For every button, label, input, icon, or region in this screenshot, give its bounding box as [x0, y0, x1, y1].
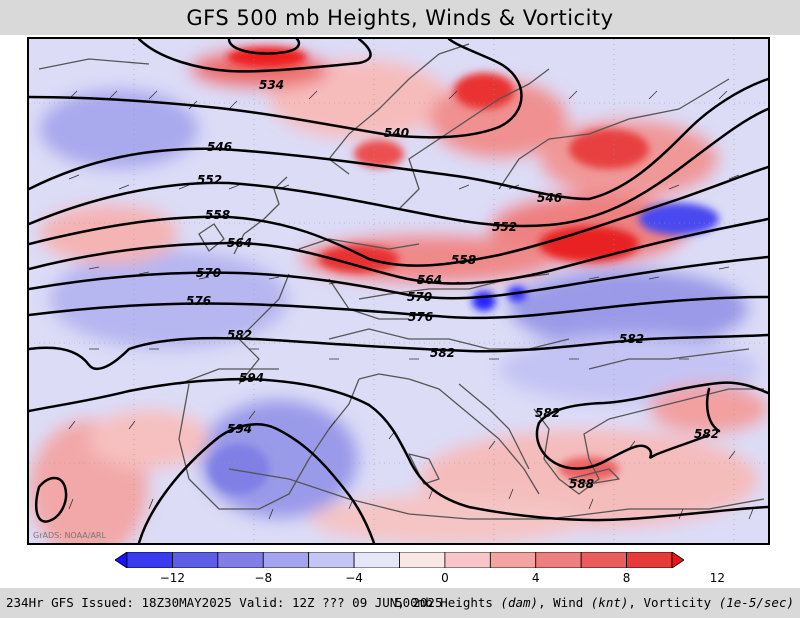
colorbar-segment — [489, 552, 537, 568]
contour-label: 594 — [239, 371, 264, 385]
map-panel: 534 540 546 546 552 552 558 558 564 564 … — [27, 37, 770, 545]
contour-564 — [29, 217, 768, 285]
colorbar-tick-label: 0 — [441, 571, 449, 585]
vorticity-colorbar — [115, 552, 684, 568]
contour-label: 546 — [207, 140, 232, 154]
colorbar-segment — [580, 552, 627, 568]
contour-546 — [29, 77, 768, 201]
legend-vorticity-unit: (1e-5/sec) — [718, 595, 794, 610]
colorbar-segment — [671, 552, 684, 568]
contour-labels: 534 540 546 546 552 552 558 558 564 564 … — [186, 78, 719, 491]
contour-label: 546 — [537, 191, 562, 205]
legend-heights-text: 500mb Heights — [395, 595, 501, 610]
contour-label: 582 — [535, 406, 560, 420]
colorbar-tick-label: 8 — [622, 571, 631, 585]
colorbar-tick-label: −12 — [159, 571, 186, 585]
contour-label: 570 — [196, 266, 221, 280]
contour-label: 582 — [694, 427, 719, 441]
colorbar-segment — [399, 552, 446, 568]
colorbar-tick-label: −8 — [254, 571, 273, 585]
contour-label: 564 — [417, 273, 442, 287]
colorbar-tick-label: 12 — [709, 571, 726, 585]
footer-bar: 234Hr GFS Issued: 18Z30MAY2025 Valid: 12… — [0, 588, 800, 618]
run-info: 234Hr GFS Issued: 18Z30MAY2025 Valid: 12… — [6, 595, 443, 610]
contour-label-594: 594 — [227, 422, 252, 436]
contour-label: 540 — [384, 126, 409, 140]
vorticity-field — [29, 39, 768, 543]
contour-588 — [29, 377, 768, 522]
colorbar-tick-label: −4 — [345, 571, 363, 585]
contour-closed-west — [35, 476, 68, 523]
lat-lon-grid — [29, 39, 768, 543]
colorbar-segment — [308, 552, 355, 568]
colorbar-segment — [217, 552, 264, 568]
contour-552 — [29, 107, 768, 228]
title-bar: GFS 500 mb Heights, Winds & Vorticity — [0, 0, 800, 35]
contour-534-top — [137, 39, 372, 73]
contour-label: 534 — [259, 78, 284, 92]
colorbar-segment — [626, 552, 673, 568]
colorbar-tick-label: 4 — [531, 571, 540, 585]
contour-576 — [29, 295, 768, 320]
legend-heights-unit: (dam) — [500, 595, 539, 610]
contour-594 — [137, 423, 376, 543]
contour-label: 576 — [186, 294, 211, 308]
contour-label: 582 — [227, 328, 252, 342]
contour-570 — [29, 255, 768, 300]
height-contours — [29, 39, 768, 543]
page-title: GFS 500 mb Heights, Winds & Vorticity — [186, 5, 614, 30]
colorbar-segment — [126, 552, 173, 568]
contour-label: 552 — [492, 220, 517, 234]
contour-label: 570 — [407, 290, 432, 304]
contour-label-extra: 594 — [227, 422, 252, 436]
contour-label: 558 — [205, 208, 230, 222]
contour-558 — [29, 165, 768, 267]
contour-label: 582 — [619, 332, 644, 346]
field-legend: 500mb Heights (dam), Wind (knt), Vortici… — [395, 595, 794, 610]
colorbar-segment — [353, 552, 400, 568]
contour-540 — [29, 39, 523, 139]
contour-534-closed — [227, 39, 301, 55]
contour-label: 558 — [451, 253, 476, 267]
colorbar-segment — [444, 552, 491, 568]
contour-582-east — [535, 381, 768, 470]
legend-vorticity-text: , Vorticity — [628, 595, 719, 610]
map-canvas: 534 540 546 546 552 552 558 558 564 564 … — [29, 39, 768, 543]
contour-label: 576 — [408, 310, 433, 324]
colorbar-segment — [262, 552, 310, 568]
colorbar-segment — [535, 552, 582, 568]
coastlines — [38, 43, 765, 520]
contour-label: 564 — [227, 236, 252, 250]
grads-credit: GrADS: NOAA/ARL — [33, 531, 106, 540]
contour-label: 552 — [197, 173, 222, 187]
contour-label: 588 — [569, 477, 594, 491]
colorbar-segment — [172, 552, 219, 568]
contour-582 — [29, 333, 768, 370]
legend-wind-text: , Wind — [538, 595, 591, 610]
legend-wind-unit: (knt) — [590, 595, 629, 610]
colorbar-segment — [115, 552, 128, 568]
contour-label: 582 — [430, 346, 455, 360]
